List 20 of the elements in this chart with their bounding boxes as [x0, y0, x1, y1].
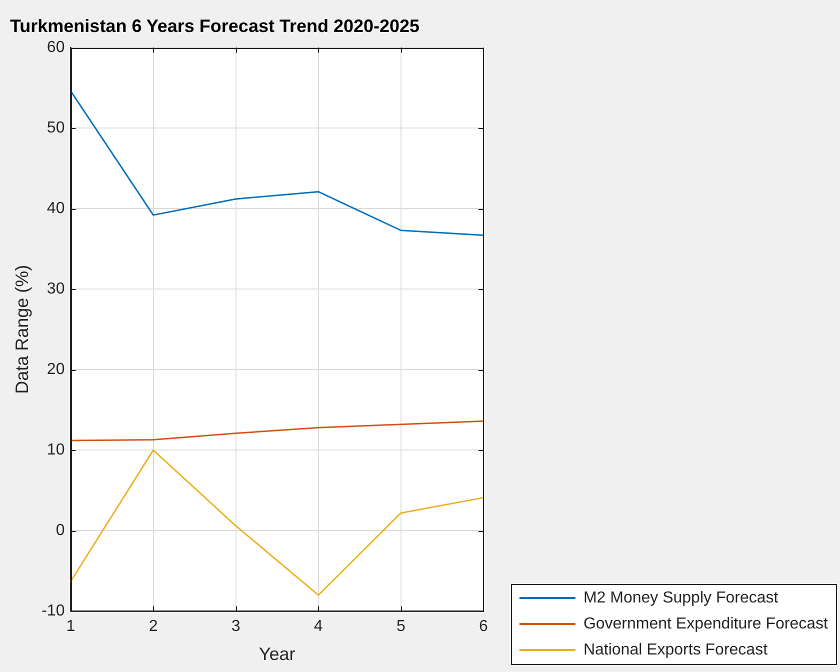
x-tick-label: 6 [478, 618, 488, 636]
y-tick-label: 50 [46, 120, 65, 137]
legend-label: National Exports Forecast [583, 641, 768, 658]
x-tick-label: 5 [396, 618, 406, 636]
y-tick-label: 10 [46, 442, 65, 459]
x-tick-label: 4 [314, 618, 323, 636]
y-tick-label: 40 [46, 200, 65, 218]
chart-title: Turkmenistan 6 Years Forecast Trend 2020-2025 [10, 16, 420, 36]
y-axis-title: Data Range (%) [12, 264, 32, 394]
y-tick-label: 0 [56, 522, 65, 540]
x-tick-label: 2 [148, 618, 158, 636]
y-tick-label: -10 [42, 602, 65, 620]
x-tick-label: 1 [66, 618, 76, 636]
y-tick-label: 30 [46, 280, 65, 298]
y-tick-label: 60 [46, 39, 65, 56]
x-axis-title: Year [258, 644, 296, 664]
y-tick-label: 20 [46, 361, 65, 378]
x-tick-label: 3 [231, 618, 240, 636]
legend-label: Government Expenditure Forecast [583, 615, 829, 632]
legend-label: M2 Money Supply Forecast [583, 589, 779, 606]
